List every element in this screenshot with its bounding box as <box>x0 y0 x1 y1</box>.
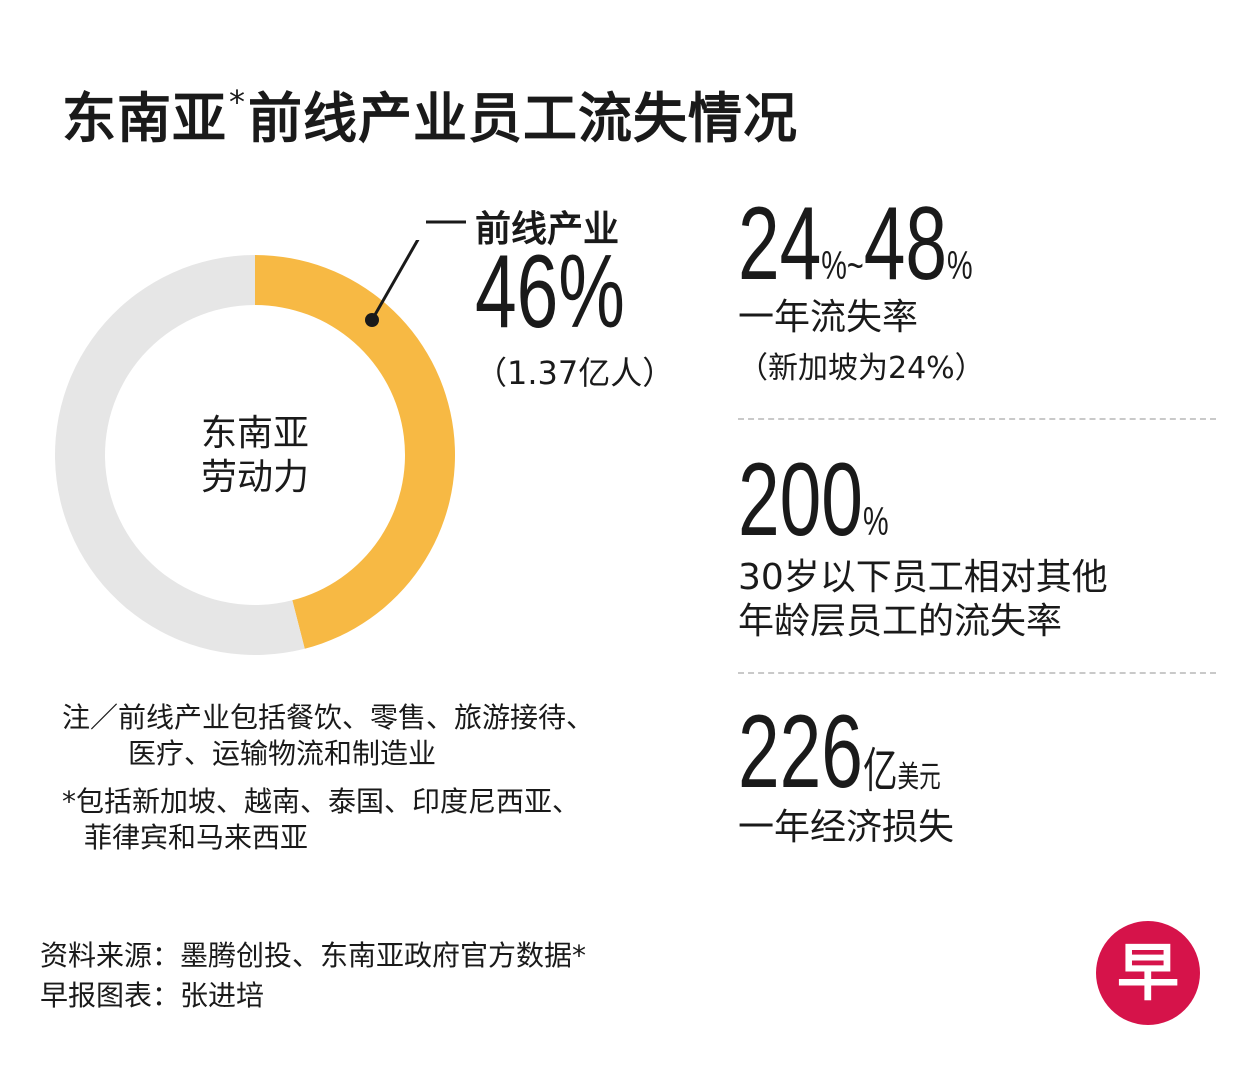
donut-slices <box>54 255 455 655</box>
leader-line-horizontal <box>426 220 466 224</box>
zaobao-logo-icon: 早 <box>1096 921 1200 1025</box>
stat-turnover-sub: （新加坡为24%） <box>738 351 985 386</box>
chart-title: 东南亚*前线产业员工流失情况 <box>62 83 798 150</box>
donut-chart <box>54 240 455 655</box>
stat-turnover-range: 24%~48% <box>738 186 973 302</box>
slice-sub-frontline: （1.37亿人） <box>475 354 675 392</box>
stat-loss-value: 226亿美元 <box>738 694 941 810</box>
svg-text:早: 早 <box>1117 936 1179 1009</box>
leader-dot <box>365 313 379 327</box>
note-line-2: 医疗、运输物流和制造业 <box>128 737 437 770</box>
note-line-4: 菲律宾和马来西亚 <box>84 821 309 854</box>
stat-loss-label: 一年经济损失 <box>738 807 955 848</box>
note-line-1: 注／前线产业包括餐饮、零售、旅游接待、 <box>62 701 595 734</box>
stat-under30-value: 200% <box>738 442 889 558</box>
stat-under30-label: 30岁以下员工相对其他 年龄层员工的流失率 <box>738 557 1108 642</box>
divider-2 <box>738 672 1216 674</box>
donut-center-label: 东南亚 劳动力 <box>200 413 309 498</box>
leader-line-diagonal <box>370 240 420 321</box>
donut-slice-1 <box>54 255 305 655</box>
slice-label-frontline: 前线产业 <box>475 209 620 250</box>
slice-value-frontline: 46% <box>475 234 625 350</box>
source-line-2: 早报图表：张进培 <box>40 979 265 1012</box>
title-asterisk: * <box>229 83 246 121</box>
note-line-3: *包括新加坡、越南、泰国、印度尼西亚、 <box>62 785 581 818</box>
source-line-1: 资料来源：墨腾创投、东南亚政府官方数据* <box>40 939 587 972</box>
donut-slice-0 <box>255 255 455 649</box>
divider-1 <box>738 418 1216 420</box>
stat-turnover-label: 一年流失率 <box>738 297 919 338</box>
